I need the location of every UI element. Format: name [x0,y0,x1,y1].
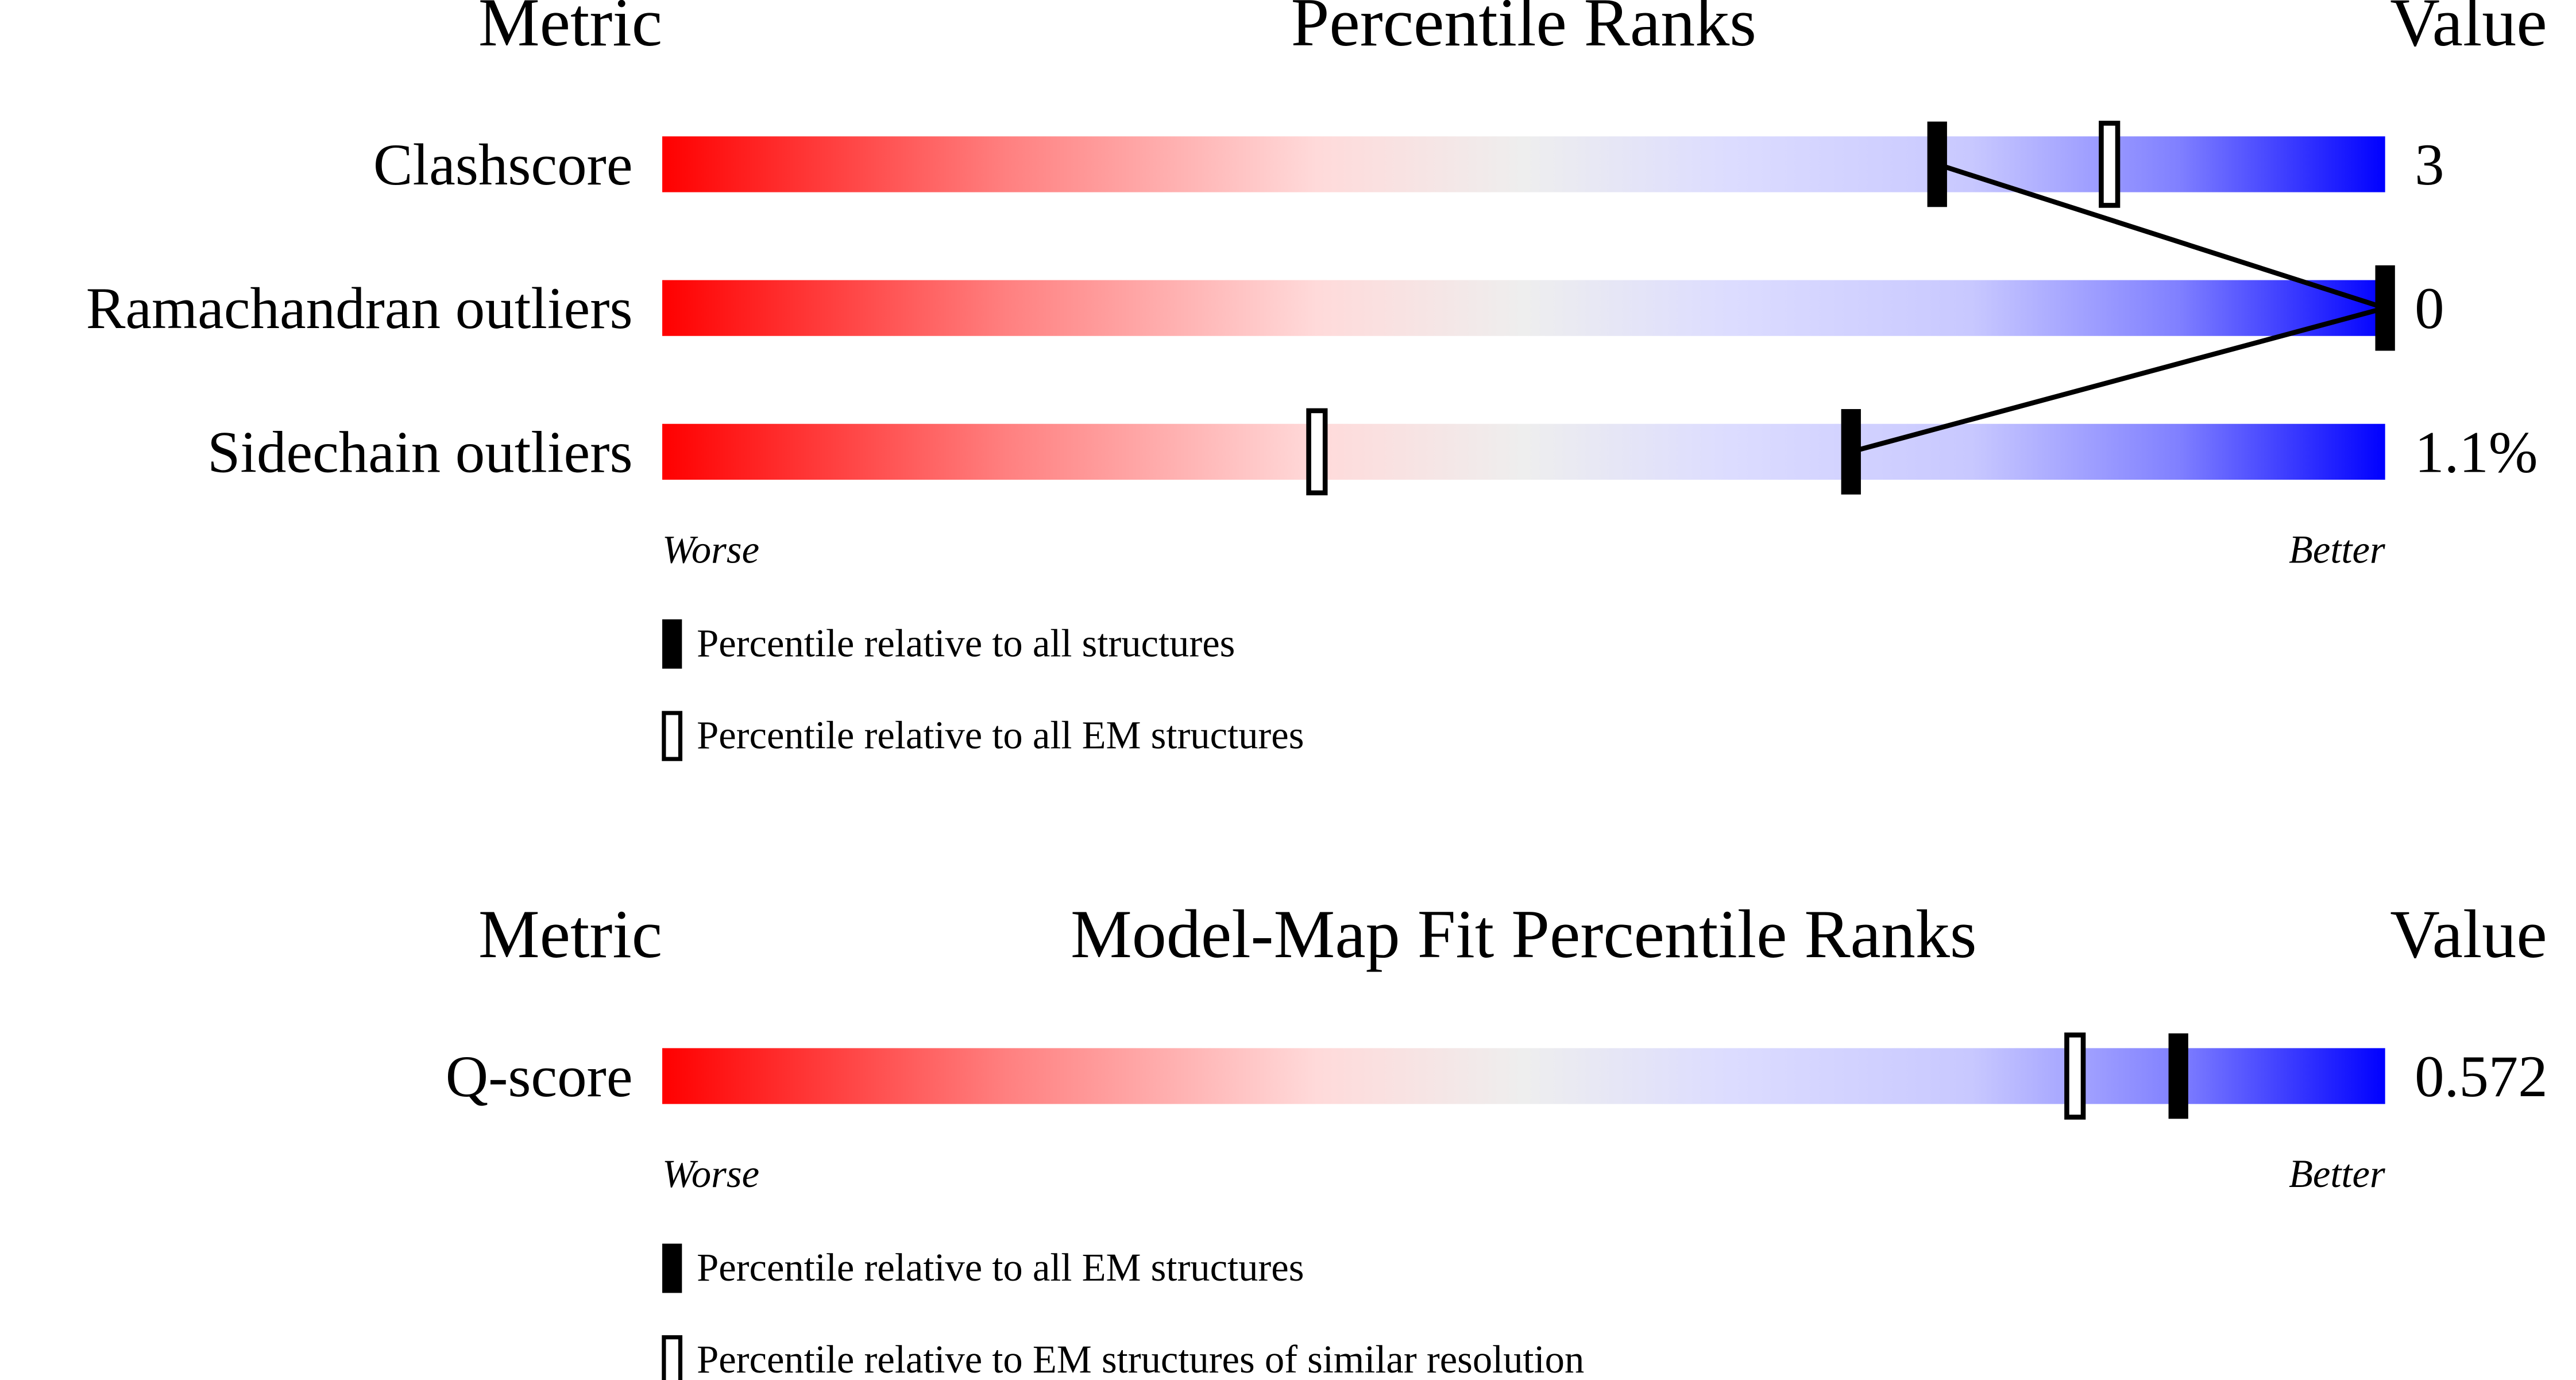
axis-worse: Worse [662,527,759,571]
metric-label: Clashscore [373,132,633,198]
legend-swatch-filled [662,1243,682,1293]
legend-label: Percentile relative to all EM structures [697,714,1304,757]
metric-label: Ramachandran outliers [86,276,633,341]
slider-bar [662,280,2385,336]
axis-better: Better [2289,1152,2385,1196]
percentile-marker-hollow [2064,1032,2086,1120]
metric-value: 0 [2415,276,2444,341]
metric-value: 1.1% [2415,419,2538,485]
percentile-marker-hollow [2099,121,2121,208]
header-title: Model-Map Fit Percentile Ranks [1071,896,1977,972]
percentile-marker-hollow [1306,408,1328,496]
metric-value: 3 [2415,132,2444,198]
legend-label: Percentile relative to all structures [697,621,1235,665]
connector-line [1850,161,2394,454]
legend-swatch-hollow [662,1335,683,1380]
legend-swatch-hollow [662,711,683,761]
legend-label: Percentile relative to all EM structures [697,1246,1304,1289]
header-value: Value [2390,0,2547,60]
legend-label: Percentile relative to EM structures of … [697,1337,1584,1380]
percentile-marker-filled [2168,1033,2188,1119]
header-title: Percentile Ranks [1291,0,1756,60]
axis-worse: Worse [662,1152,759,1196]
slider-bar [662,423,2385,480]
slider-bar [662,136,2385,192]
metric-label: Sidechain outliers [207,419,632,485]
axis-better: Better [2289,527,2385,571]
metric-value: 0.572 [2415,1044,2548,1109]
metric-label: Q-score [446,1044,633,1109]
header-metric: Metric [478,0,662,60]
slider-bar [662,1048,2385,1104]
legend-swatch-filled [662,619,682,669]
header-value: Value [2390,896,2547,972]
header-metric: Metric [478,896,662,972]
